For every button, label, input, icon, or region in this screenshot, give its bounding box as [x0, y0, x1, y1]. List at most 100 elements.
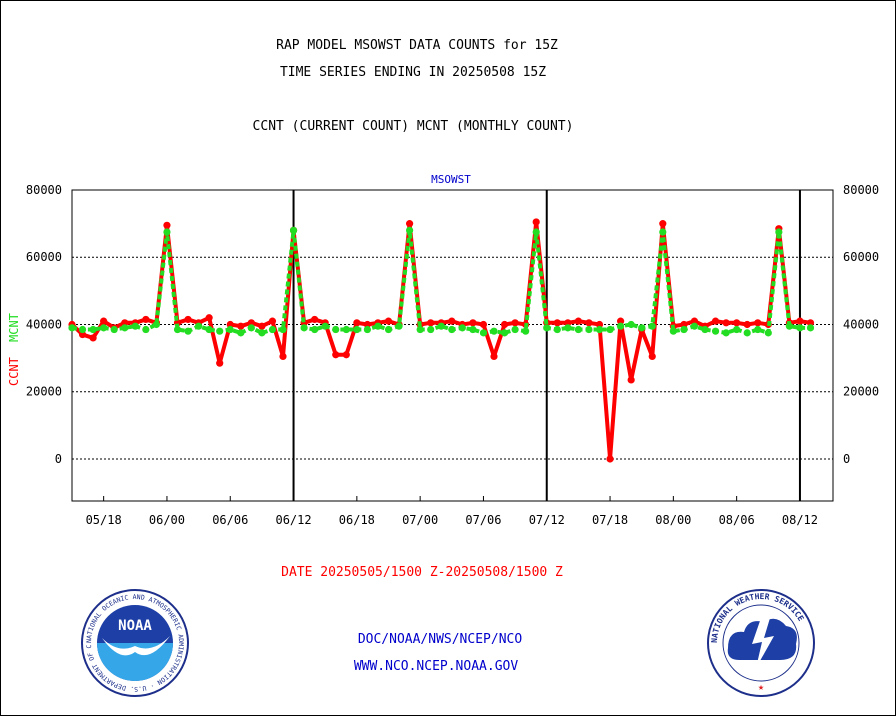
data-point-mcnt	[690, 322, 699, 330]
data-point-mcnt	[142, 325, 150, 334]
data-point-mcnt	[237, 329, 245, 337]
data-point-ccnt	[500, 320, 509, 329]
data-point-ccnt	[247, 319, 255, 327]
x-tick-label: 08/00	[655, 513, 691, 527]
y-axis-label-ccnt: CCNT	[7, 357, 21, 386]
data-point-ccnt	[595, 320, 604, 329]
chart-title-line1: RAP MODEL MSOWST DATA COUNTS for 15Z	[276, 38, 558, 53]
data-point-mcnt	[448, 325, 456, 334]
data-point-mcnt	[785, 322, 794, 330]
data-point-ccnt	[553, 319, 561, 327]
data-point-mcnt	[374, 322, 382, 330]
data-point-ccnt	[342, 351, 350, 359]
data-point-mcnt	[490, 327, 498, 335]
data-point-mcnt	[500, 329, 509, 337]
series-line-mcnt	[71, 228, 811, 335]
x-tick-label: 07/12	[529, 513, 565, 527]
data-point-ccnt	[311, 315, 319, 324]
data-point-mcnt	[289, 226, 298, 234]
data-point-mcnt	[458, 324, 466, 332]
data-point-mcnt	[669, 327, 677, 335]
x-tick-label: 06/06	[212, 513, 248, 527]
star-icon: ★	[758, 682, 764, 693]
y-tick-label-left: 80000	[26, 183, 62, 197]
data-point-mcnt	[543, 324, 551, 332]
data-point-mcnt	[332, 325, 340, 334]
x-tick-label: 05/18	[86, 513, 122, 527]
x-tick-label: 07/06	[465, 513, 501, 527]
noaa-logo-text: NOAA	[118, 618, 152, 634]
y-tick-label-left: 20000	[26, 385, 62, 399]
data-point-ccnt	[258, 322, 266, 330]
data-point-ccnt	[627, 376, 635, 384]
data-point-mcnt	[701, 325, 709, 334]
data-point-ccnt	[448, 317, 456, 325]
data-point-mcnt	[796, 324, 804, 332]
data-point-mcnt	[648, 322, 656, 330]
data-point-ccnt	[532, 218, 540, 226]
data-point-mcnt	[353, 325, 361, 334]
data-point-mcnt	[564, 324, 572, 332]
data-point-ccnt	[648, 352, 656, 361]
data-point-ccnt	[711, 317, 720, 325]
y-tick-label-left: 40000	[26, 317, 62, 331]
data-point-ccnt	[163, 221, 171, 229]
axis-layer: 0 0 20000 20000 40000 40000 60000 60000 80000 800…	[26, 183, 879, 527]
data-point-mcnt	[131, 322, 139, 330]
y-tick-label-right: 20000	[843, 385, 879, 399]
data-point-mcnt	[342, 325, 350, 334]
data-point-ccnt	[617, 317, 625, 325]
y-tick-label-left: 0	[55, 452, 62, 466]
data-point-mcnt	[384, 325, 393, 334]
data-point-mcnt	[311, 325, 319, 334]
data-point-mcnt	[606, 325, 614, 334]
data-point-mcnt	[110, 325, 118, 334]
x-tick-label: 06/12	[275, 513, 311, 527]
data-point-mcnt	[173, 325, 182, 334]
data-point-mcnt	[532, 228, 540, 236]
x-tick-label: 08/06	[719, 513, 755, 527]
y-tick-label-right: 0	[843, 452, 850, 466]
data-point-mcnt	[659, 228, 667, 236]
data-point-mcnt	[363, 325, 371, 334]
data-point-mcnt	[806, 324, 815, 332]
data-point-mcnt	[68, 324, 76, 332]
data-point-mcnt	[733, 325, 741, 334]
grid-layer	[72, 190, 833, 501]
data-point-ccnt	[427, 319, 435, 327]
data-point-mcnt	[121, 324, 129, 332]
data-point-mcnt	[184, 327, 192, 335]
data-point-ccnt	[690, 317, 699, 325]
data-point-ccnt	[142, 315, 150, 324]
data-point-mcnt	[522, 327, 530, 335]
data-point-mcnt	[163, 228, 171, 236]
y-tick-label-right: 60000	[843, 250, 879, 264]
data-point-mcnt	[617, 322, 625, 330]
data-point-ccnt	[479, 320, 488, 329]
data-point-ccnt	[743, 320, 751, 329]
data-point-mcnt	[152, 320, 160, 329]
website-link[interactable]: WWW.NCO.NCEP.NOAA.GOV	[353, 659, 519, 674]
data-point-mcnt	[754, 325, 762, 334]
data-point-ccnt	[78, 330, 87, 339]
data-point-ccnt	[806, 319, 815, 327]
data-point-ccnt	[100, 317, 108, 325]
chart-subtitle: CCNT (CURRENT COUNT) MCNT (MONTHLY COUNT…	[252, 119, 574, 134]
data-point-mcnt	[406, 226, 414, 234]
data-point-mcnt	[216, 327, 224, 335]
data-point-mcnt	[638, 324, 646, 332]
data-point-ccnt	[89, 334, 97, 342]
org-path-link[interactable]: DOC/NOAA/NWS/NCEP/NCO	[357, 632, 523, 647]
data-point-mcnt	[427, 325, 435, 334]
data-point-mcnt	[627, 320, 635, 329]
data-point-ccnt	[353, 319, 361, 327]
data-point-ccnt	[205, 314, 213, 322]
data-point-ccnt	[216, 359, 224, 367]
data-point-ccnt	[796, 317, 804, 325]
x-tick-label: 06/18	[339, 513, 375, 527]
data-point-ccnt	[733, 319, 741, 327]
noaa-logo: NOAA NATIONAL OCEANIC AND ATMOSPHERIC AD…	[80, 588, 189, 697]
data-point-ccnt	[574, 317, 583, 325]
data-point-mcnt	[416, 325, 424, 334]
data-point-mcnt	[595, 325, 604, 334]
